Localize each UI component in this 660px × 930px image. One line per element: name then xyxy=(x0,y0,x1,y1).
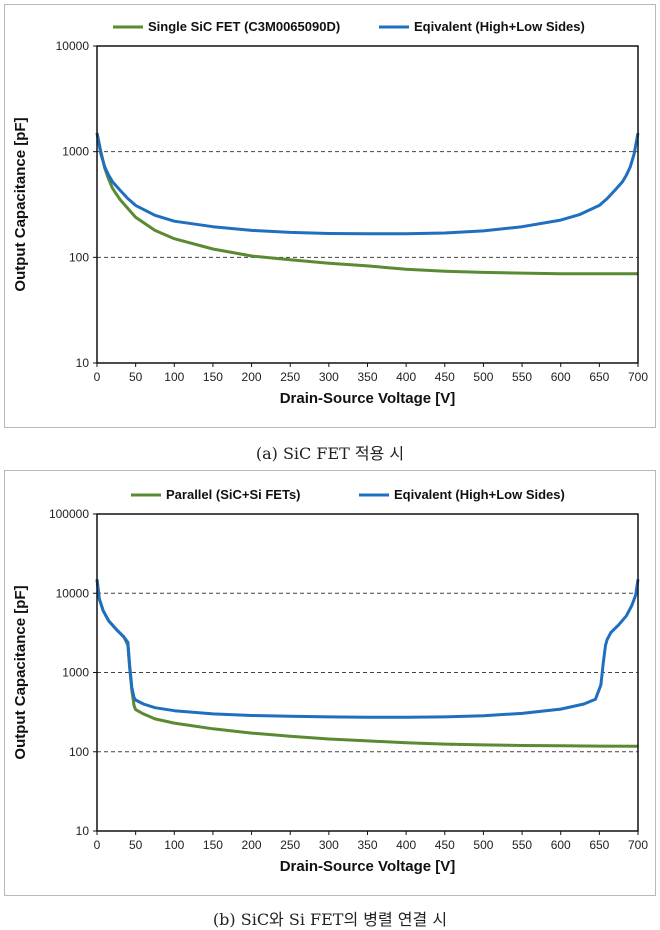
x-tick-label: 700 xyxy=(628,370,648,384)
x-tick-label: 250 xyxy=(280,838,300,852)
y-tick-label: 10000 xyxy=(56,586,90,600)
x-tick-label: 150 xyxy=(203,370,223,384)
x-tick-label: 550 xyxy=(512,838,532,852)
x-tick-label: 50 xyxy=(129,370,143,384)
x-tick-label: 300 xyxy=(319,370,339,384)
x-axis-title: Drain-Source Voltage [V] xyxy=(280,390,456,407)
series-line-1 xyxy=(95,579,639,748)
y-axis-title: Output Capacitance [pF] xyxy=(12,117,29,291)
x-tick-label: 250 xyxy=(280,370,300,384)
x-tick-label: 650 xyxy=(589,370,609,384)
x-tick-label: 400 xyxy=(396,370,416,384)
series-line-2 xyxy=(95,132,640,236)
x-tick-label: 450 xyxy=(435,370,455,384)
x-tick-label: 200 xyxy=(242,838,262,852)
plot-frame xyxy=(96,513,639,832)
x-tick-label: 350 xyxy=(357,838,377,852)
x-tick-label: 350 xyxy=(357,370,377,384)
plot-frame xyxy=(96,45,639,364)
y-tick-label: 1000 xyxy=(62,145,89,159)
series-line-1 xyxy=(95,132,638,276)
x-tick-label: 650 xyxy=(589,838,609,852)
y-tick-label: 10000 xyxy=(56,39,90,53)
y-tick-label: 100000 xyxy=(49,507,89,521)
x-tick-label: 500 xyxy=(473,370,493,384)
y-tick-label: 10 xyxy=(76,356,90,370)
x-tick-label: 50 xyxy=(129,838,143,852)
x-tick-label: 150 xyxy=(203,838,223,852)
x-tick-label: 700 xyxy=(628,838,648,852)
y-tick-label: 100 xyxy=(69,745,89,759)
x-tick-label: 550 xyxy=(512,370,532,384)
y-tick-label: 10 xyxy=(76,824,90,838)
series-line-2 xyxy=(95,579,640,719)
caption-a: (a) SiC FET 적용 시 xyxy=(255,444,405,463)
x-axis-title: Drain-Source Voltage [V] xyxy=(280,858,456,875)
x-tick-label: 0 xyxy=(94,370,101,384)
x-tick-label: 200 xyxy=(242,370,262,384)
chart-b: 0 50 100 150 200 250 300 350 400 450 500 550 600 650 7… xyxy=(12,487,648,875)
x-tick-label: 100 xyxy=(164,370,184,384)
x-tick-label: 500 xyxy=(473,838,493,852)
y-tick-label: 1000 xyxy=(62,666,89,680)
legend-label-1: Parallel (SiC+Si FETs) xyxy=(166,487,301,502)
legend-label-2: Eqivalent (High+Low Sides) xyxy=(414,19,585,34)
y-tick-label: 100 xyxy=(69,250,89,264)
chart-a: 0 50 100 150 200 250 300 350 400 450 500 550 600 650 7… xyxy=(12,19,648,407)
x-tick-label: 600 xyxy=(551,838,571,852)
chart-panel-b: 0 50 100 150 200 250 300 350 400 450 500 550 600 650 7… xyxy=(4,470,656,896)
caption-b: (b) SiC와 Si FET의 병렬 연결 시 xyxy=(212,910,448,929)
legend-label-2: Eqivalent (High+Low Sides) xyxy=(394,487,565,502)
x-tick-label: 600 xyxy=(551,370,571,384)
x-tick-label: 450 xyxy=(435,838,455,852)
x-tick-label: 400 xyxy=(396,838,416,852)
x-tick-label: 300 xyxy=(319,838,339,852)
chart-panel-a: 0 50 100 150 200 250 300 350 400 450 500 550 600 650 7… xyxy=(4,4,656,428)
x-tick-label: 0 xyxy=(94,838,101,852)
legend-label-1: Single SiC FET (C3M0065090D) xyxy=(148,19,340,34)
y-axis-title: Output Capacitance [pF] xyxy=(12,585,29,759)
x-tick-label: 100 xyxy=(164,838,184,852)
